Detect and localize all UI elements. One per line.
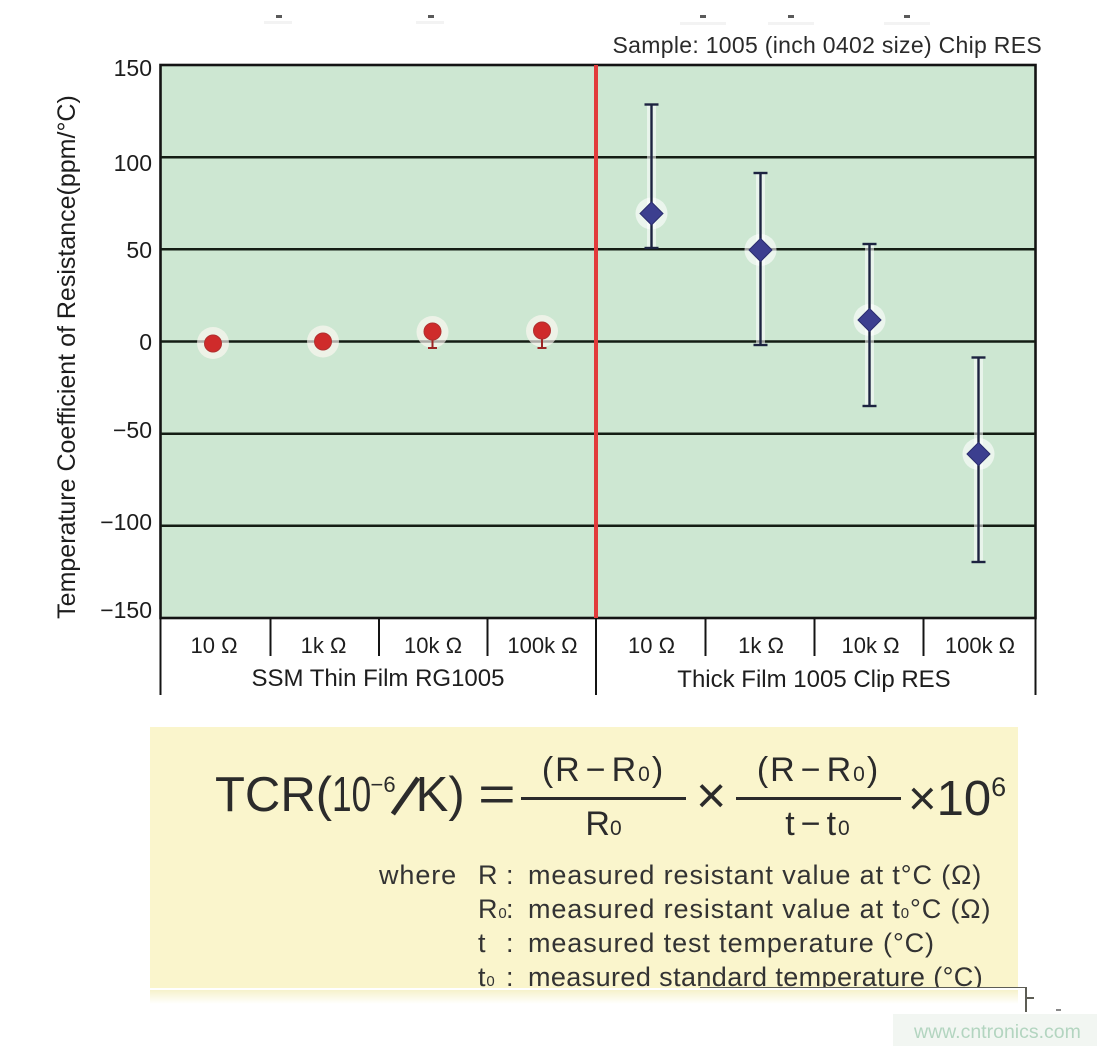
svg-text:100k Ω: 100k Ω	[945, 633, 1015, 658]
svg-text:Thick Film 1005 Clip RES: Thick Film 1005 Clip RES	[677, 666, 950, 693]
svg-text:10 Ω: 10 Ω	[628, 633, 675, 658]
svg-text:SSM Thin Film RG1005: SSM Thin Film RG1005	[252, 665, 505, 692]
svg-text:−100: −100	[100, 509, 152, 535]
svg-text:1k Ω: 1k Ω	[738, 633, 784, 658]
svg-text:100: 100	[114, 150, 152, 176]
svg-text:100k Ω: 100k Ω	[507, 633, 577, 658]
svg-text:0: 0	[139, 329, 152, 355]
svg-text:50: 50	[126, 237, 152, 263]
svg-text:10 Ω: 10 Ω	[190, 633, 237, 658]
svg-text:150: 150	[114, 55, 152, 81]
svg-text:10k Ω: 10k Ω	[841, 633, 899, 658]
svg-text:10k Ω: 10k Ω	[404, 633, 462, 658]
svg-text:−50: −50	[113, 417, 152, 443]
svg-text:1k Ω: 1k Ω	[301, 633, 347, 658]
svg-text:−150: −150	[100, 597, 152, 623]
svg-text:Temperature Coefficient of Res: Temperature Coefficient of Resistance(pp…	[53, 95, 81, 619]
